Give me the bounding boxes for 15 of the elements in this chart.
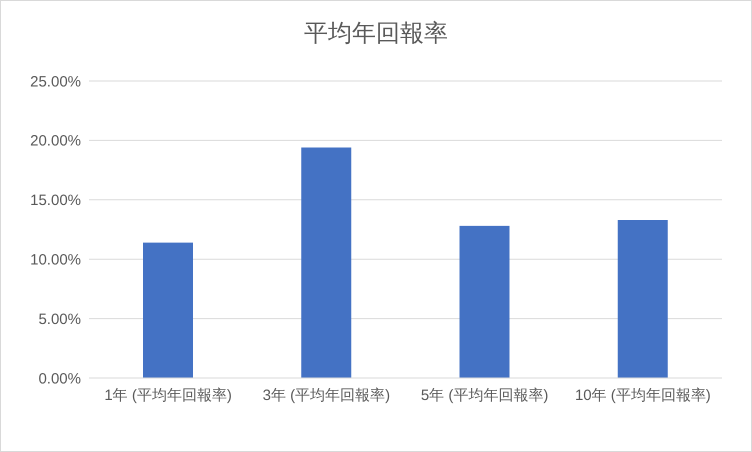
y-tick-label: 5.00% — [38, 310, 81, 328]
bar — [143, 242, 193, 378]
chart-title: 平均年回報率 — [303, 19, 449, 49]
bar — [618, 220, 668, 378]
bar — [460, 226, 510, 378]
y-tick-label: 15.00% — [30, 192, 81, 210]
x-tick-label: 1年 (平均年回報率) — [104, 387, 232, 404]
y-tick-label: 20.00% — [30, 132, 81, 150]
x-tick-label: 3年 (平均年回報率) — [262, 387, 390, 404]
y-tick-label: 25.00% — [30, 73, 81, 90]
x-tick-label: 10年 (平均年回報率) — [574, 387, 711, 404]
bar — [301, 148, 352, 378]
y-tick-label: 10.00% — [30, 252, 81, 269]
x-tick-label: 5年 (平均年回報率) — [420, 387, 548, 404]
y-tick-label: 0.00% — [38, 370, 81, 388]
